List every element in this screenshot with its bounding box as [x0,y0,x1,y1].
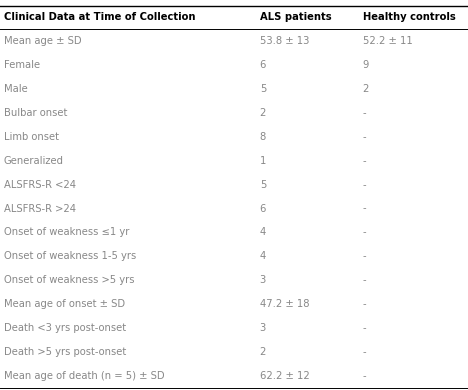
Text: -: - [363,371,366,381]
Text: -: - [363,132,366,142]
Text: Bulbar onset: Bulbar onset [4,108,67,118]
Text: Healthy controls: Healthy controls [363,12,455,23]
Text: -: - [363,323,366,333]
Text: Mean age of death (n = 5) ± SD: Mean age of death (n = 5) ± SD [4,371,164,381]
Text: -: - [363,275,366,285]
Text: 1: 1 [260,156,266,166]
Text: 3: 3 [260,275,266,285]
Text: 4: 4 [260,227,266,238]
Text: 2: 2 [260,347,266,357]
Text: 3: 3 [260,323,266,333]
Text: Mean age ± SD: Mean age ± SD [4,36,81,46]
Text: 6: 6 [260,60,266,70]
Text: Onset of weakness 1-5 yrs: Onset of weakness 1-5 yrs [4,252,136,261]
Text: 9: 9 [363,60,369,70]
Text: Onset of weakness >5 yrs: Onset of weakness >5 yrs [4,275,134,285]
Text: 8: 8 [260,132,266,142]
Text: -: - [363,204,366,214]
Text: Male: Male [4,84,28,94]
Text: -: - [363,108,366,118]
Text: 2: 2 [363,84,369,94]
Text: 52.2 ± 11: 52.2 ± 11 [363,36,412,46]
Text: Generalized: Generalized [4,156,64,166]
Text: -: - [363,156,366,166]
Text: Death <3 yrs post-onset: Death <3 yrs post-onset [4,323,126,333]
Text: -: - [363,180,366,190]
Text: Mean age of onset ± SD: Mean age of onset ± SD [4,299,125,309]
Text: -: - [363,227,366,238]
Text: 2: 2 [260,108,266,118]
Text: -: - [363,252,366,261]
Text: ALSFRS-R <24: ALSFRS-R <24 [4,180,76,190]
Text: Death >5 yrs post-onset: Death >5 yrs post-onset [4,347,126,357]
Text: 4: 4 [260,252,266,261]
Text: ALS patients: ALS patients [260,12,331,23]
Text: 47.2 ± 18: 47.2 ± 18 [260,299,309,309]
Text: Clinical Data at Time of Collection: Clinical Data at Time of Collection [4,12,195,23]
Text: 53.8 ± 13: 53.8 ± 13 [260,36,309,46]
Text: Limb onset: Limb onset [4,132,59,142]
Text: Onset of weakness ≤1 yr: Onset of weakness ≤1 yr [4,227,129,238]
Text: 5: 5 [260,180,266,190]
Text: 62.2 ± 12: 62.2 ± 12 [260,371,309,381]
Text: Female: Female [4,60,40,70]
Text: 6: 6 [260,204,266,214]
Text: -: - [363,347,366,357]
Text: -: - [363,299,366,309]
Text: 5: 5 [260,84,266,94]
Text: ALSFRS-R >24: ALSFRS-R >24 [4,204,76,214]
